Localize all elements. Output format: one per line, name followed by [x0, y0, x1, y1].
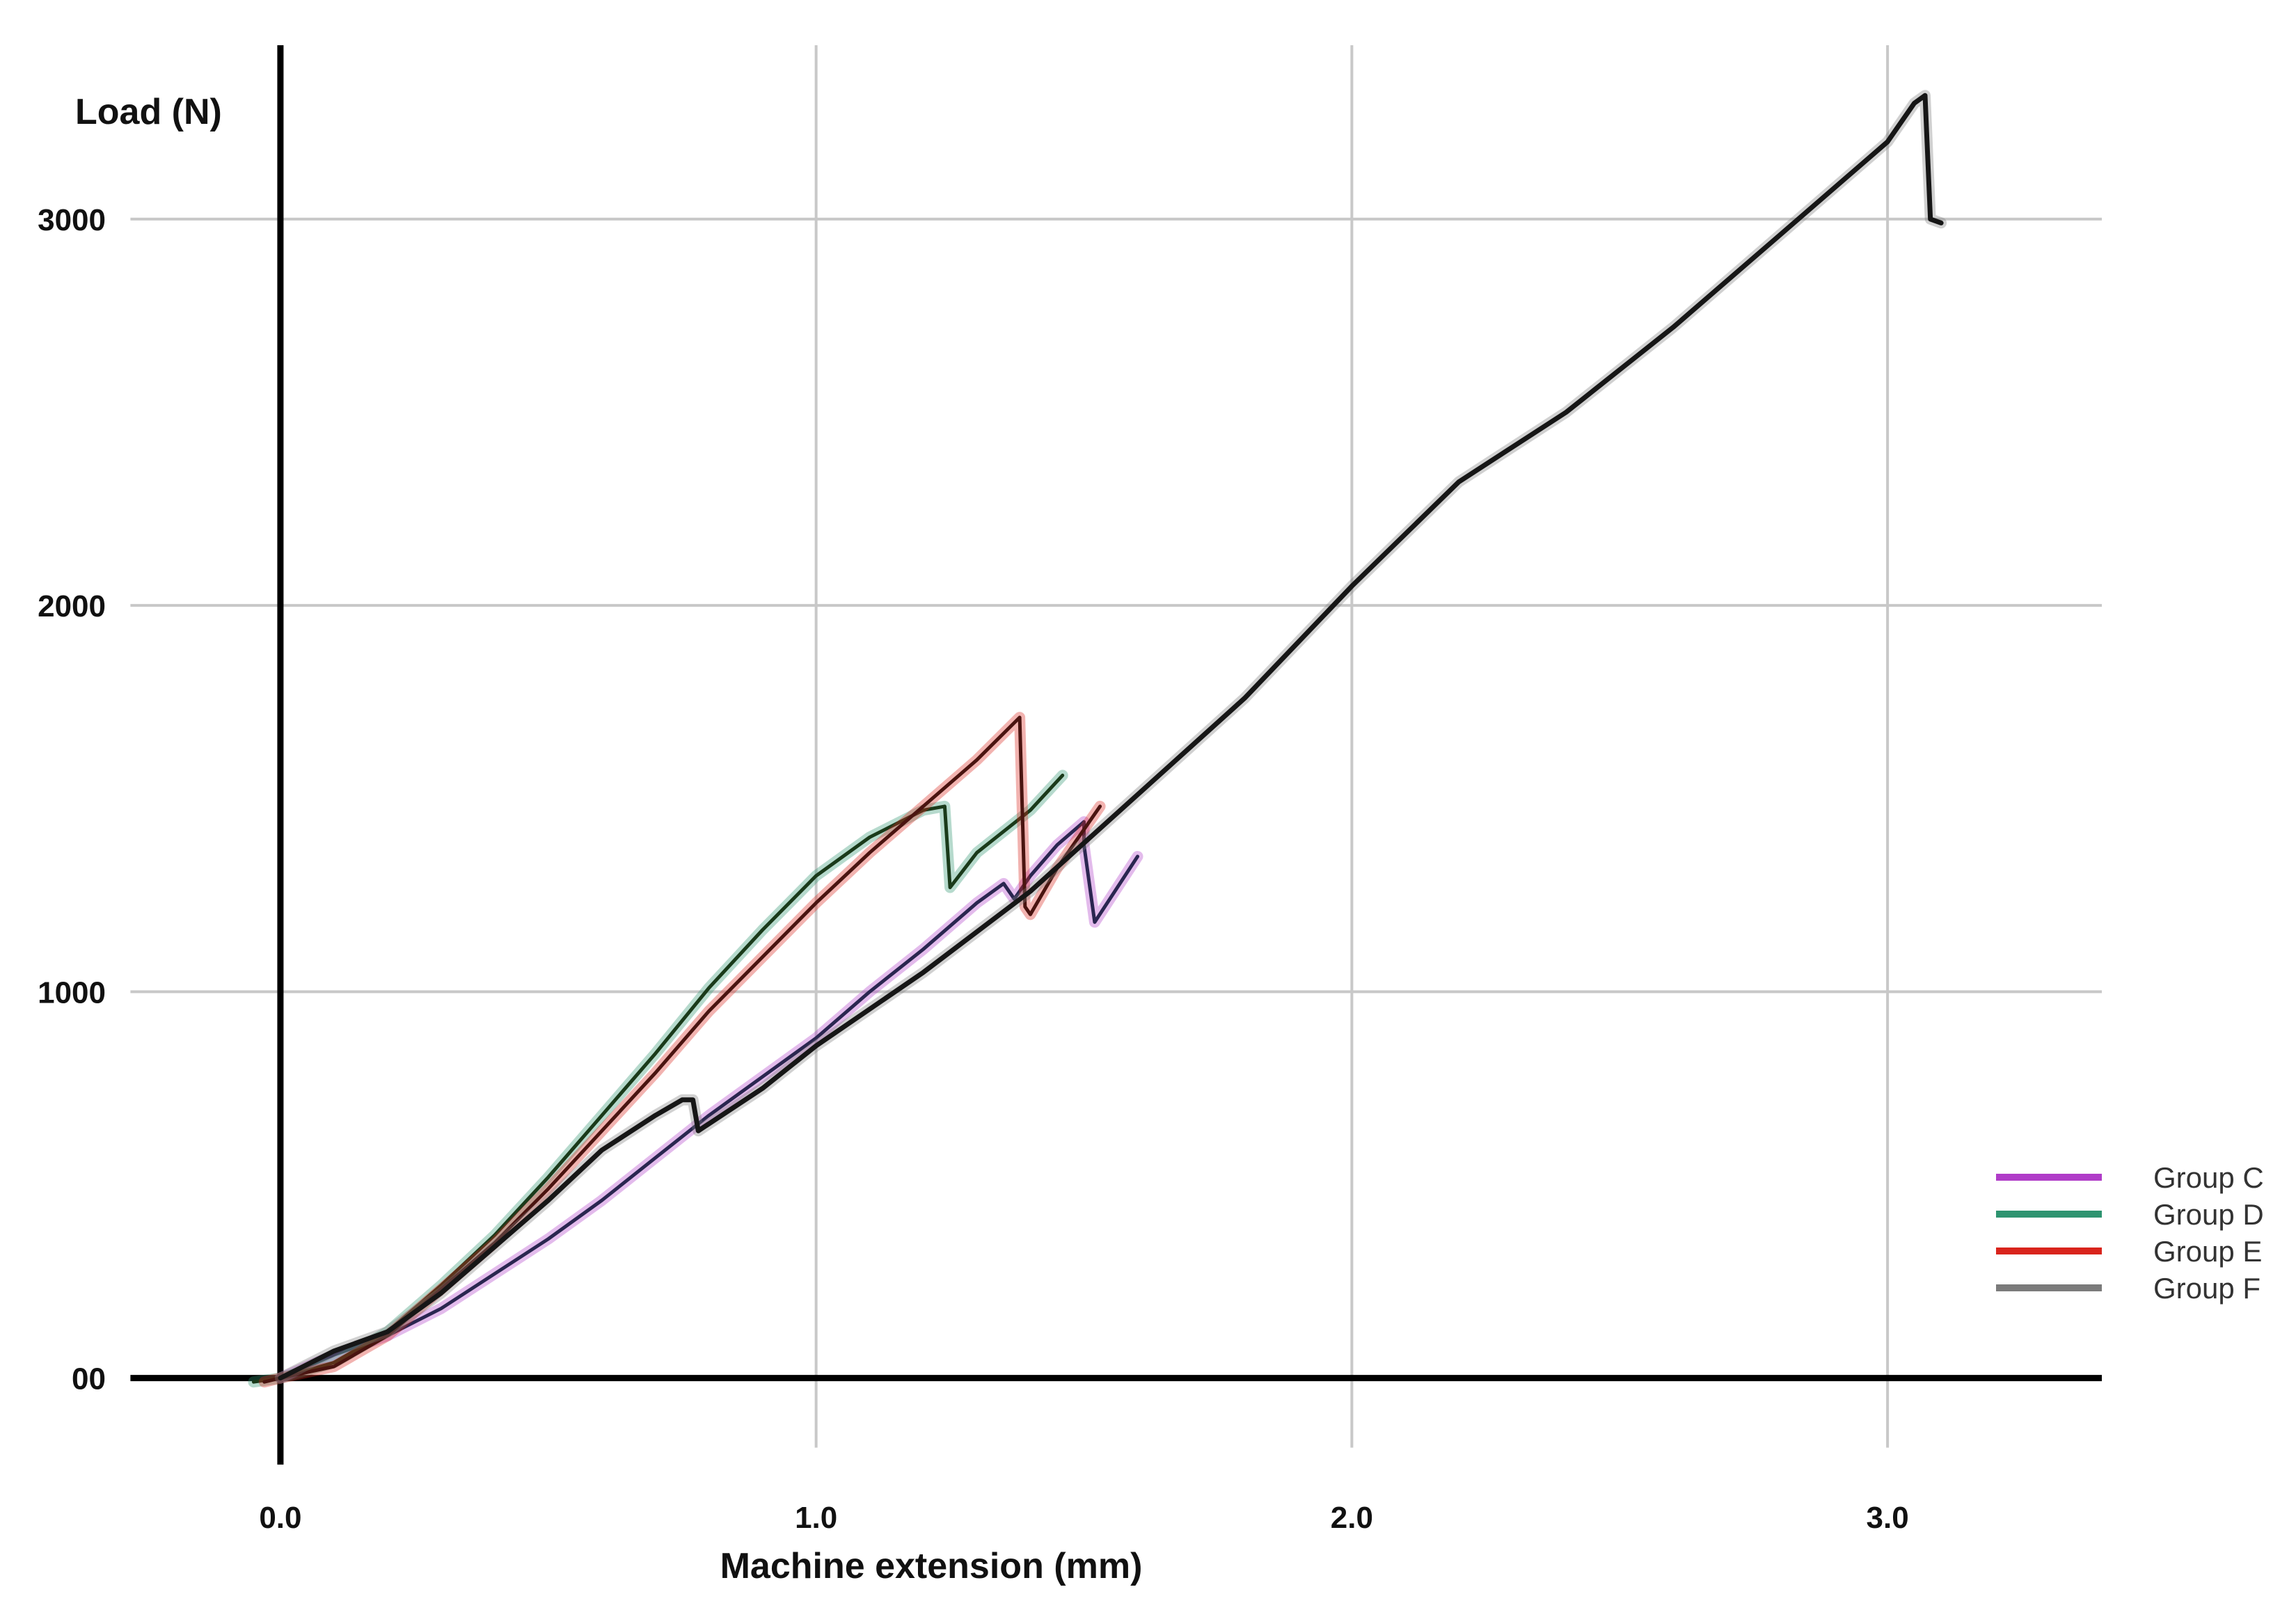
series-line-group-f [278, 93, 1944, 1381]
grid [130, 45, 2102, 1448]
legend-label-group-c: Group C [2153, 1161, 2264, 1194]
legend-label-group-e: Group E [2153, 1235, 2262, 1268]
series-halo-group-e [258, 712, 1106, 1388]
axes [130, 45, 2102, 1465]
x-tick-label: 2.0 [1331, 1501, 1373, 1535]
series-line-group-c [278, 820, 1139, 1380]
legend-label-group-d: Group D [2153, 1198, 2264, 1231]
x-tick-label: 0.0 [259, 1501, 301, 1535]
y-axis-title: Load (N) [75, 92, 222, 132]
y-tick-label: 1000 [38, 975, 106, 1010]
y-tick-label: 3000 [38, 203, 106, 237]
x-axis-title: Machine extension (mm) [720, 1546, 1143, 1586]
x-tick-label: 3.0 [1867, 1501, 1909, 1535]
legend: Group C Group D Group E Group F [1996, 1161, 2264, 1305]
legend-label-group-f: Group F [2153, 1272, 2261, 1305]
tick-labels: 0.0 1.0 2.0 3.0 00 1000 2000 3000 [38, 203, 1909, 1535]
series-halo-group-f [274, 90, 1947, 1384]
x-tick-label: 1.0 [795, 1501, 837, 1535]
series-halo-group-d [248, 770, 1068, 1388]
y-tick-label: 2000 [38, 589, 106, 623]
series-line-group-d [251, 773, 1065, 1384]
y-tick-label: 00 [72, 1362, 106, 1396]
series-lines [248, 90, 1947, 1388]
